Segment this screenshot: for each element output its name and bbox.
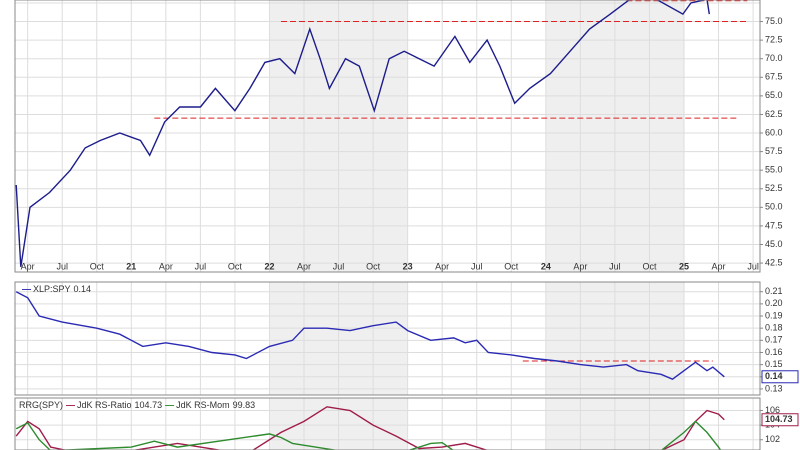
legend: — XLP:SPY 0.14: [22, 284, 91, 294]
last-value-label: 0.14: [765, 371, 783, 381]
series-line: [15, 291, 725, 381]
y-tick-label: 55.0: [765, 165, 783, 175]
y-tick-label: 102: [765, 434, 780, 444]
y-tick-label: 60.0: [765, 127, 783, 137]
y-tick-label: 0.19: [765, 310, 783, 320]
x-tick-label: Oct: [366, 261, 381, 271]
last-value-box: [761, 370, 799, 384]
x-tick-label: Oct: [90, 261, 105, 271]
x-tick-label: 23: [403, 261, 413, 271]
legend-name: JdK RS-Mom: [176, 400, 230, 410]
legend-title: RRG(SPY): [19, 400, 63, 410]
x-tick-label: Jul: [609, 261, 621, 271]
y-tick-label: 57.5: [765, 146, 783, 156]
x-tick-label: 24: [541, 261, 551, 271]
y-tick-label: 72.5: [765, 35, 783, 45]
legend: RRG(SPY) — JdK RS-Ratio 104.73— JdK RS-Mom 99…: [19, 400, 255, 410]
y-tick-label: 75.0: [765, 16, 783, 26]
panel: [15, 282, 760, 395]
y-tick-label: 106: [765, 405, 780, 415]
y-tick-label: 0.16: [765, 347, 783, 357]
x-tick-label: Jul: [195, 261, 207, 271]
y-tick-label: 67.5: [765, 72, 783, 82]
y-tick-label: 62.5: [765, 109, 783, 119]
x-tick-label: Jul: [471, 261, 483, 271]
x-tick-label: Oct: [504, 261, 519, 271]
legend-name: JdK RS-Ratio: [77, 400, 132, 410]
legend-marker: —: [165, 400, 174, 410]
series-line: [15, 0, 710, 267]
y-tick-label: 52.5: [765, 183, 783, 193]
legend-value: 99.83: [233, 400, 256, 410]
y-tick-label: 0.21: [765, 286, 783, 296]
x-tick-label: Apr: [297, 261, 311, 271]
panel-border: [14, 397, 761, 450]
x-tick-label: 22: [264, 261, 274, 271]
x-tick-label: Jul: [56, 261, 68, 271]
x-tick-label: Oct: [642, 261, 657, 271]
legend-name: XLP:SPY: [33, 284, 71, 294]
y-tick-label: 42.5: [765, 257, 783, 267]
y-tick-label: 0.13: [765, 383, 783, 393]
x-tick-label: Apr: [712, 261, 726, 271]
x-tick-label: Oct: [228, 261, 243, 271]
y-tick-label: 70.0: [765, 53, 783, 63]
series-line: [15, 406, 725, 450]
panel: [15, 0, 760, 272]
x-tick-label: Apr: [573, 261, 587, 271]
x-tick-label: Apr: [435, 261, 449, 271]
panel-border: [14, 0, 761, 273]
y-tick-label: 45.0: [765, 239, 783, 249]
x-tick-label: 21: [126, 261, 136, 271]
y-tick-label: 65.0: [765, 90, 783, 100]
x-tick-label: Apr: [21, 261, 35, 271]
y-tick-label: 0.20: [765, 298, 783, 308]
panel-border: [14, 281, 761, 396]
y-tick-label: 50.0: [765, 202, 783, 212]
y-tick-label: 0.15: [765, 359, 783, 369]
legend-marker: —: [22, 284, 31, 294]
x-tick-label: Jul: [333, 261, 345, 271]
panel: [15, 398, 760, 450]
y-tick-label: 0.18: [765, 323, 783, 333]
x-tick-label: Apr: [159, 261, 173, 271]
last-value-box: [761, 413, 799, 427]
x-tick-label: 25: [679, 261, 689, 271]
legend-value: 0.14: [74, 284, 92, 294]
legend-marker: —: [66, 400, 75, 410]
x-tick-label: Jul: [747, 261, 759, 271]
legend-value: 104.73: [135, 400, 163, 410]
y-tick-label: 0.17: [765, 335, 783, 345]
last-value-label: 104.73: [765, 414, 793, 424]
y-tick-label: 47.5: [765, 220, 783, 230]
